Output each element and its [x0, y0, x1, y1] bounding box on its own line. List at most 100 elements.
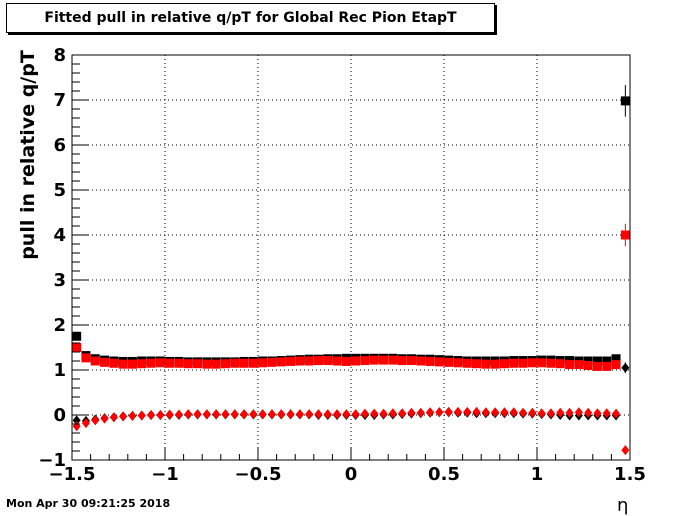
data-point-diamond: [463, 406, 472, 417]
data-point-square: [211, 359, 221, 369]
data-point-square: [499, 359, 509, 369]
data-point-square: [527, 358, 537, 368]
data-point-diamond: [137, 410, 146, 421]
data-point-diamond: [156, 410, 165, 420]
data-point-square: [602, 361, 612, 371]
data-point-square: [267, 357, 277, 367]
x-tick-label: 0.5: [428, 464, 460, 485]
data-point-diamond: [72, 421, 81, 432]
data-point-square: [453, 358, 463, 368]
data-point-diamond: [100, 413, 109, 424]
data-point-square: [72, 343, 82, 352]
axis-ticks: [71, 54, 631, 461]
data-point-diamond: [342, 409, 351, 420]
data-point-square: [565, 360, 575, 370]
data-point-square: [490, 359, 500, 369]
data-point-diamond: [500, 407, 509, 418]
data-point-square: [444, 357, 454, 367]
chart-title: Fitted pull in relative q/pT for Global …: [6, 3, 495, 33]
data-point-diamond: [388, 408, 397, 419]
data-point-diamond: [379, 408, 388, 419]
y-tick-label: 4: [53, 225, 66, 246]
data-point-diamond: [305, 409, 314, 420]
x-tick-label: −1.5: [49, 464, 96, 485]
data-series: [72, 85, 630, 456]
data-point-diamond: [435, 407, 444, 418]
y-tick-label: −1: [38, 450, 66, 471]
data-point-diamond: [202, 409, 211, 420]
data-point-diamond: [91, 415, 100, 426]
data-point-square: [313, 356, 323, 366]
data-point-square: [174, 358, 184, 368]
data-point-diamond: [72, 415, 81, 426]
series-3: [72, 406, 630, 456]
data-point-diamond: [621, 362, 630, 373]
data-point-diamond: [584, 407, 593, 418]
data-point-square: [332, 356, 342, 366]
data-point-diamond: [426, 407, 435, 418]
grid-lines: [72, 55, 630, 460]
data-point-diamond: [314, 409, 323, 420]
data-point-diamond: [472, 406, 481, 417]
data-point-diamond: [333, 409, 342, 420]
data-point-diamond: [593, 408, 602, 419]
data-point-square: [193, 359, 203, 369]
x-axis-label: η: [617, 495, 629, 516]
data-point-square: [518, 358, 528, 368]
data-point-square: [360, 356, 370, 366]
data-point-square: [369, 355, 379, 365]
data-point-square: [127, 359, 137, 369]
data-point-square: [90, 356, 100, 366]
data-point-diamond: [249, 409, 258, 420]
data-point-square: [202, 359, 212, 369]
data-point-diamond: [221, 409, 230, 420]
data-point-diamond: [184, 409, 193, 420]
data-point-diamond: [174, 409, 183, 420]
data-point-diamond: [147, 410, 156, 420]
data-point-diamond: [240, 409, 249, 420]
data-point-diamond: [286, 409, 295, 420]
data-point-diamond: [360, 408, 369, 419]
data-point-square: [137, 359, 147, 369]
data-point-diamond: [323, 409, 332, 420]
data-point-diamond: [556, 407, 565, 418]
x-tick-label: −0.5: [235, 464, 282, 485]
data-point-square: [611, 354, 621, 364]
data-point-square: [155, 358, 165, 368]
data-point-diamond: [546, 408, 555, 419]
y-tick-label: 1: [53, 360, 66, 381]
data-point-diamond: [509, 407, 518, 418]
data-point-square: [592, 361, 602, 371]
data-point-square: [220, 359, 230, 369]
data-point-square: [81, 353, 91, 363]
data-point-diamond: [565, 407, 574, 418]
data-point-square: [425, 356, 435, 366]
data-point-square: [620, 230, 630, 240]
data-point-square: [165, 358, 175, 368]
data-point-square: [555, 359, 565, 369]
data-point-square: [620, 96, 630, 106]
data-point-diamond: [81, 418, 90, 429]
data-point-square: [239, 358, 249, 368]
data-point-square: [286, 356, 296, 366]
x-tick-label: 1.5: [614, 464, 646, 485]
data-point-square: [388, 355, 398, 365]
data-point-square: [481, 359, 491, 369]
data-point-square: [248, 358, 258, 368]
data-point-square: [602, 356, 612, 366]
data-point-diamond: [267, 409, 276, 420]
data-point-square: [434, 357, 444, 367]
data-point-diamond: [407, 407, 416, 418]
data-point-diamond: [481, 407, 490, 418]
data-point-square: [230, 358, 240, 368]
data-point-diamond: [537, 408, 546, 419]
data-point-diamond: [109, 412, 118, 423]
data-point-square: [276, 357, 286, 367]
data-point-diamond: [295, 409, 304, 420]
data-point-square: [183, 359, 193, 369]
data-point-square: [462, 358, 472, 368]
data-point-diamond: [351, 409, 360, 420]
data-point-square: [351, 356, 361, 366]
